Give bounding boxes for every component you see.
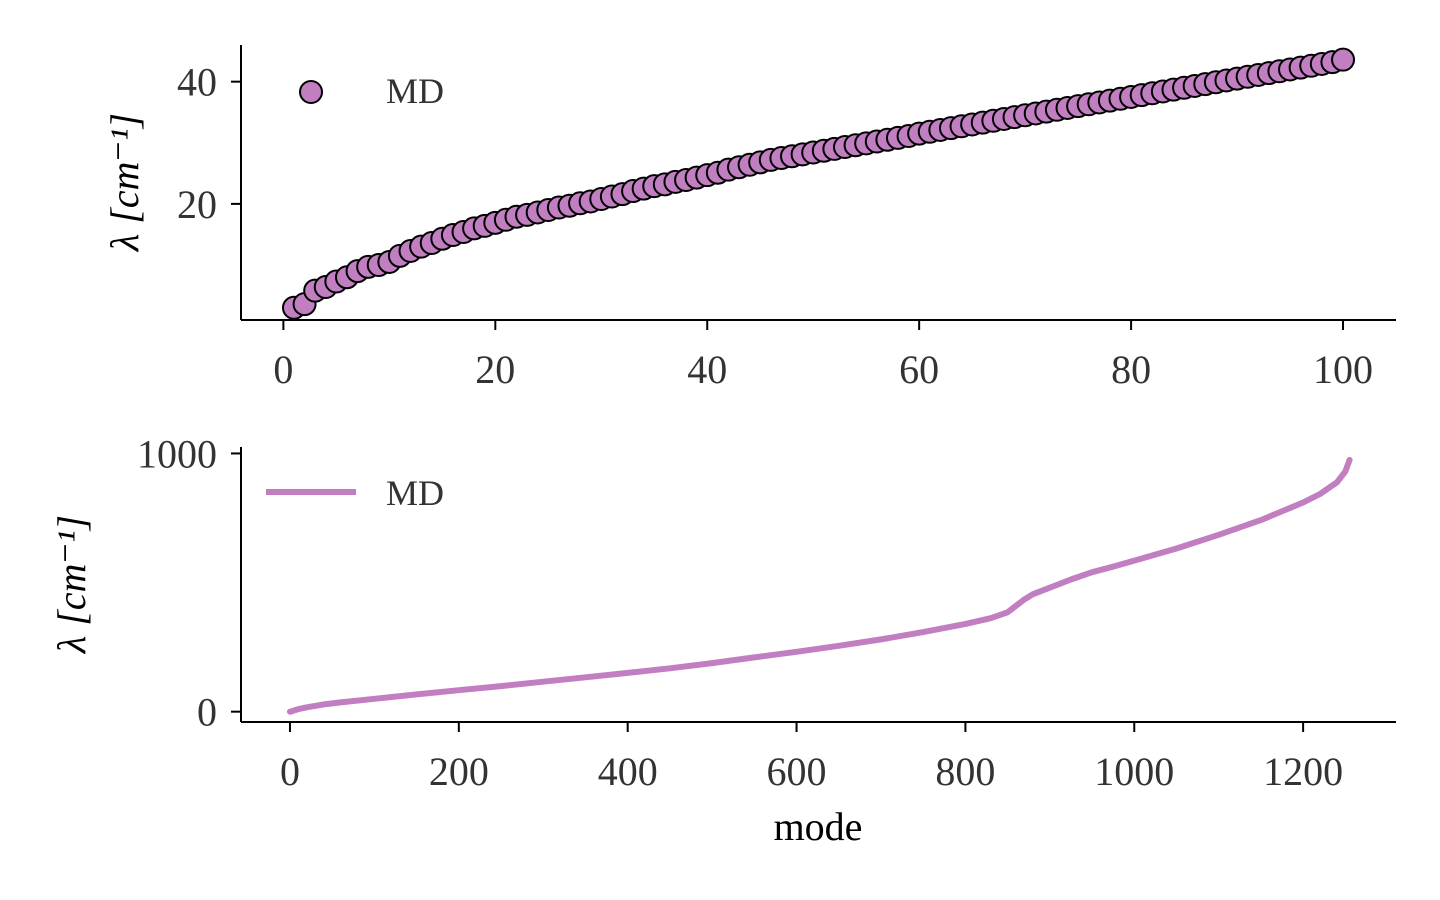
top-y-tick-label: 40 <box>177 60 217 105</box>
bottom-line-plot: 0 200 400 600 800 1000 1200 0 1000 λ [cm⁻¹] mode… <box>49 431 1396 849</box>
top-legend-label: MD <box>386 71 444 111</box>
top-data-points <box>281 47 1356 320</box>
top-x-tick-label: 80 <box>1111 347 1151 392</box>
bottom-x-tick-label: 200 <box>429 749 489 794</box>
bottom-y-tick-label: 0 <box>197 690 217 735</box>
top-x-tick-label: 100 <box>1313 347 1373 392</box>
top-x-tick-label: 20 <box>475 347 515 392</box>
data-point <box>1331 47 1356 72</box>
top-scatter-plot: 0 20 40 60 80 100 20 40 λ [cm⁻¹] MD <box>102 45 1396 392</box>
top-axis-ticks: 0 20 40 60 80 100 20 40 <box>177 60 1373 392</box>
top-x-tick-label: 40 <box>687 347 727 392</box>
bottom-legend-label: MD <box>386 473 444 513</box>
bottom-x-axis-label: mode <box>774 804 863 849</box>
top-y-tick-label: 20 <box>177 182 217 227</box>
bottom-x-tick-label: 1000 <box>1094 749 1174 794</box>
top-y-axis-label: λ [cm⁻¹] <box>102 113 147 252</box>
bottom-x-tick-label: 800 <box>935 749 995 794</box>
bottom-legend: MD <box>266 473 444 513</box>
top-legend-marker <box>299 80 323 104</box>
top-x-tick-label: 60 <box>899 347 939 392</box>
bottom-x-tick-label: 400 <box>598 749 658 794</box>
bottom-y-axis-label: λ [cm⁻¹] <box>49 515 94 654</box>
bottom-y-tick-label: 1000 <box>137 431 217 476</box>
bottom-series-line <box>287 456 1353 715</box>
top-x-tick-label: 0 <box>273 347 293 392</box>
bottom-x-tick-label: 0 <box>280 749 300 794</box>
top-legend: MD <box>299 71 444 111</box>
bottom-axis-ticks: 0 200 400 600 800 1000 1200 0 1000 <box>137 431 1343 794</box>
bottom-x-tick-label: 600 <box>767 749 827 794</box>
bottom-x-tick-label: 1200 <box>1263 749 1343 794</box>
